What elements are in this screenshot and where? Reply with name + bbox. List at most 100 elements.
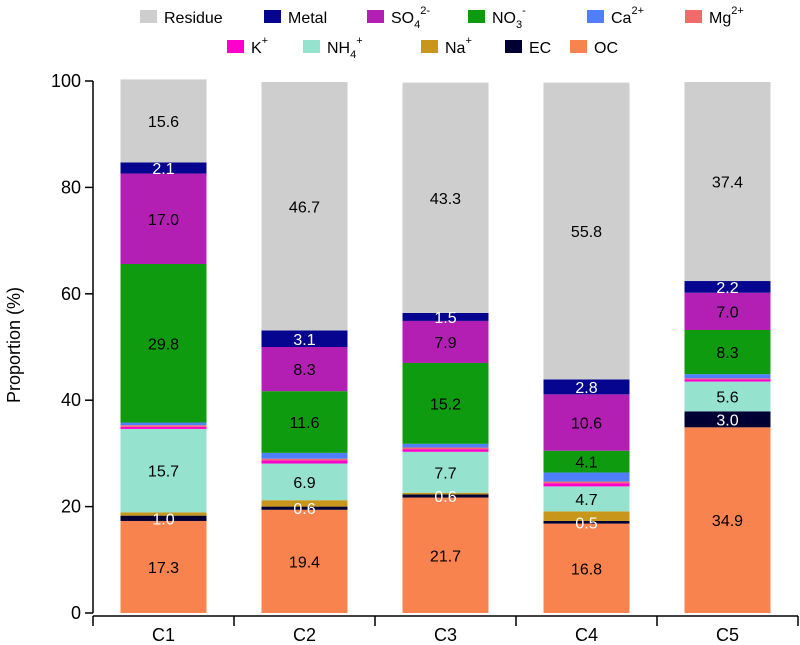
legend-swatch-metal: [264, 10, 281, 23]
bar-segment-c4-no3minus: [543, 450, 630, 473]
x-tick-label-c1: C1: [152, 625, 175, 645]
y-tick-label-40: 40: [61, 390, 81, 410]
data-label-c1-metal: 2.1: [152, 161, 174, 178]
bar-segment-c5-mg2plus: [684, 378, 771, 380]
y-tick-label-80: 80: [61, 177, 81, 197]
data-label-c5-no3minus: 8.3: [716, 345, 738, 362]
data-label-c5-so42minus: 7.0: [716, 304, 738, 321]
bar-segment-c2-so42minus: [261, 347, 348, 392]
bar-segment-c4-metal: [543, 379, 630, 395]
y-axis-label: Proportion (%): [4, 287, 24, 403]
bar-segment-c4-residue: [543, 82, 630, 380]
bar-segment-c2-naplus: [261, 500, 348, 507]
data-label-c2-nh4plus: 6.9: [293, 475, 315, 492]
axes: 0 20 40 60 80 100 C1 C2 C3 C4 C5: [51, 71, 799, 645]
bar-segment-c1-residue: [120, 79, 207, 163]
x-tick-label-c5: C5: [716, 625, 739, 645]
y-tick-label-20: 20: [61, 497, 81, 517]
bar-segment-c2-ec: [261, 506, 348, 510]
bar-segment-c3-ec: [402, 494, 489, 498]
x-tick-label-c3: C3: [434, 625, 457, 645]
data-label-c4-residue: 55.8: [571, 224, 602, 241]
data-label-c2-oc: 19.4: [289, 554, 320, 571]
bar-segment-c2-ca2plus: [261, 452, 348, 459]
bar-segment-c5-ec: [684, 411, 771, 428]
data-label-c2-so42minus: 8.3: [293, 362, 315, 379]
legend-item-no3minus: NO3-: [468, 5, 526, 31]
bar-segment-c4-so42minus: [543, 394, 630, 451]
legend-swatch-oc: [570, 40, 587, 53]
legend-item-metal: Metal: [264, 10, 327, 27]
bar-segment-c4-mg2plus: [543, 481, 630, 484]
data-label-c5-ec: 3.0: [716, 412, 738, 429]
data-label-c1-residue: 15.6: [148, 114, 179, 131]
legend-item-residue: Residue: [140, 10, 223, 27]
legend-swatch-ca2plus: [587, 10, 604, 23]
bar-segment-c5-metal: [684, 281, 771, 293]
bar-segment-c5-kplus: [684, 379, 771, 382]
bar-segment-c1-nh4plus: [120, 428, 207, 513]
bar-segment-c3-residue: [402, 82, 489, 313]
bar-segment-c1-ec: [120, 515, 207, 521]
legend-label-ec: EC: [529, 40, 551, 57]
data-label-c2-no3minus: 11.6: [290, 415, 320, 432]
y-tick-label-60: 60: [61, 284, 81, 304]
bar-segment-c1-kplus: [120, 426, 207, 429]
bar-segment-c3-mg2plus: [402, 447, 489, 450]
data-label-c3-no3minus: 15.2: [430, 396, 461, 413]
legend: Residue Metal SO42- NO3- Ca2+ Mg2+ K+ NH4+ Na+ EC…: [140, 5, 744, 61]
legend-label-oc: OC: [594, 40, 618, 57]
data-label-c5-residue: 37.4: [712, 175, 743, 192]
legend-label-so42minus: SO42-: [391, 5, 430, 31]
legend-label-metal: Metal: [288, 10, 327, 27]
legend-item-naplus: Na+: [421, 35, 472, 57]
bar-segment-c5-so42minus: [684, 292, 771, 330]
bar-segment-c2-oc: [261, 509, 348, 613]
data-label-c1-ec: 1.0: [152, 511, 174, 528]
bar-segment-c5-residue: [684, 82, 771, 282]
data-label-c3-residue: 43.3: [430, 191, 461, 208]
data-label-c2-ec: 0.6: [293, 501, 315, 518]
legend-swatch-mg2plus: [685, 10, 702, 23]
bar-c2: [261, 82, 348, 613]
data-label-c4-ec: 0.5: [575, 515, 597, 532]
legend-label-nh4plus: NH4+: [327, 35, 363, 61]
bar-segment-c1-no3minus: [120, 264, 207, 423]
data-label-c5-metal: 2.2: [716, 280, 738, 297]
bar-segment-c3-nh4plus: [402, 451, 489, 493]
data-label-c4-oc: 16.8: [571, 561, 602, 578]
legend-label-kplus: K+: [251, 35, 268, 57]
plot-area: 17.3 1.0 15.7 29.8 17.0 2.1 15.6 19.4 0.6 6.9 11.6…: [120, 79, 771, 613]
bar-segment-c5-oc: [684, 427, 771, 613]
bar-segment-c2-no3minus: [261, 391, 348, 453]
data-label-c3-ec: 0.6: [434, 489, 456, 506]
data-label-c3-so42minus: 7.9: [434, 335, 456, 352]
bar-segment-c4-nh4plus: [543, 486, 630, 512]
legend-swatch-residue: [140, 10, 157, 23]
data-label-c2-metal: 3.1: [293, 332, 315, 349]
legend-item-so42minus: SO42-: [367, 5, 430, 31]
data-label-c5-oc: 34.9: [712, 513, 743, 530]
bar-segment-c3-kplus: [402, 449, 489, 452]
bar-segment-c2-residue: [261, 82, 348, 331]
bar-segment-c2-mg2plus: [261, 458, 348, 461]
data-label-c4-no3minus: 4.1: [575, 455, 597, 472]
data-label-c4-so42minus: 10.6: [571, 416, 602, 433]
bar-segment-c3-metal: [402, 312, 489, 321]
legend-swatch-nh4plus: [303, 40, 320, 53]
data-label-c5-nh4plus: 5.6: [716, 389, 738, 406]
data-label-c3-metal: 1.5: [434, 310, 456, 327]
bar-segment-c3-oc: [402, 497, 489, 613]
bar-segment-c3-no3minus: [402, 362, 489, 444]
data-label-c1-so42minus: 17.0: [148, 212, 179, 229]
bar-segment-c3-ca2plus: [402, 443, 489, 448]
x-tick-label-c2: C2: [293, 625, 316, 645]
legend-label-no3minus: NO3-: [492, 5, 526, 31]
bar-segment-c2-nh4plus: [261, 463, 348, 501]
bar-c5: [684, 82, 771, 613]
legend-swatch-no3minus: [468, 10, 485, 23]
legend-swatch-ec: [505, 40, 522, 53]
data-label-c4-nh4plus: 4.7: [575, 492, 597, 509]
data-label-c1-no3minus: 29.8: [148, 336, 179, 353]
